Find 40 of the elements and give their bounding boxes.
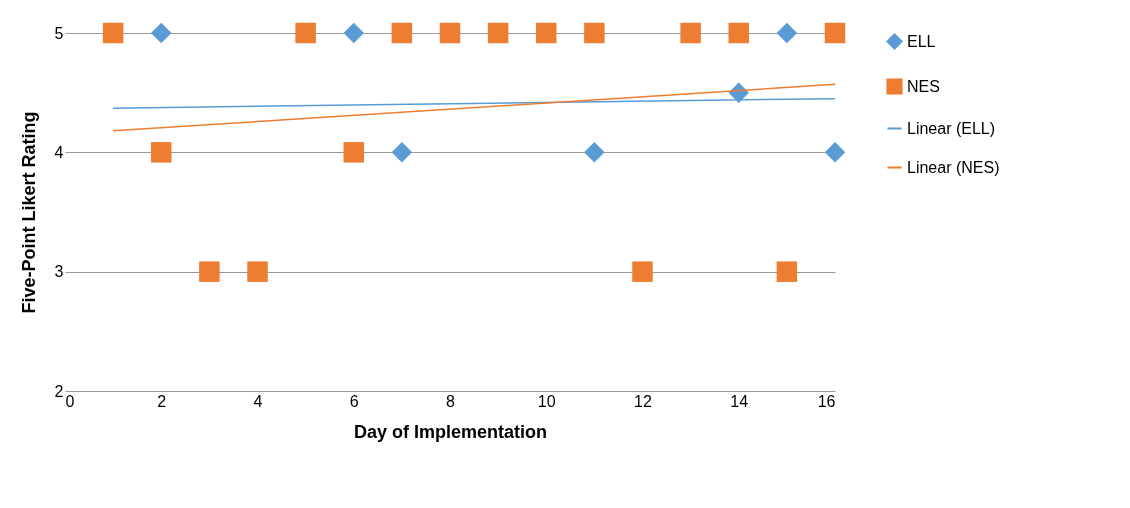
point (824, 22, 846, 44)
x-tick-label: 8 (446, 392, 456, 410)
point (680, 22, 701, 44)
point (151, 22, 172, 44)
point (199, 261, 220, 282)
legend-label: NES (907, 77, 940, 95)
point (343, 22, 364, 44)
point (391, 22, 413, 44)
y-axis-title: Five-Point Likert Rating (18, 111, 39, 314)
x-axis-title: Day of Implementation (353, 421, 548, 442)
legend-label: Linear (ELL) (907, 119, 996, 137)
point (776, 261, 798, 282)
point (824, 142, 846, 163)
x-tick-label: 10 (537, 392, 556, 410)
point (391, 142, 413, 163)
point (584, 142, 605, 163)
point (151, 142, 172, 163)
legend-label: ELL (907, 32, 936, 50)
point (102, 22, 124, 44)
point (536, 22, 557, 44)
legend-label: Linear (NES) (907, 158, 1000, 176)
x-tick-label: 2 (157, 392, 167, 410)
point (776, 22, 798, 44)
point (439, 22, 461, 44)
point (343, 142, 364, 163)
x-tick-label: 12 (634, 392, 652, 410)
point (632, 261, 653, 282)
point (584, 22, 605, 44)
x-tick-label: 14 (730, 392, 749, 410)
point (247, 261, 268, 282)
point (728, 22, 749, 44)
x-tick-label: 4 (253, 392, 263, 410)
y-tick-label: 4 (54, 143, 64, 161)
point (295, 22, 316, 44)
x-tick-label: 6 (349, 392, 359, 410)
x-tick-label: 0 (65, 392, 75, 410)
x-tick-label: 16 (817, 392, 836, 410)
y-tick-label: 3 (54, 263, 64, 281)
y-tick-label: 5 (54, 24, 64, 42)
point (487, 22, 509, 44)
